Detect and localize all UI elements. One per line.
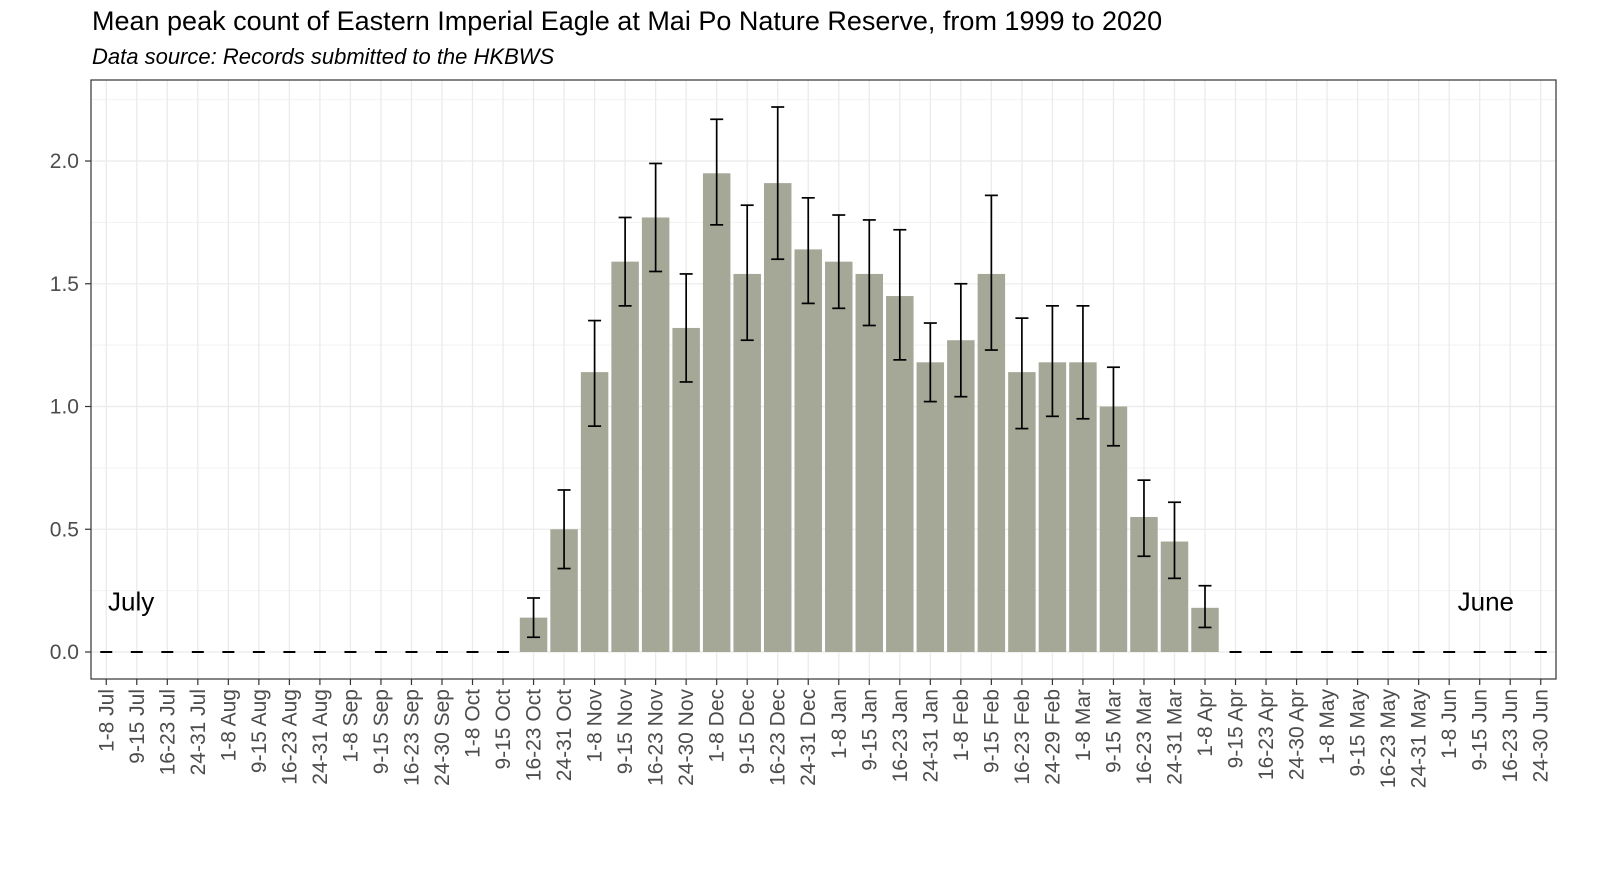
error-bar [740,204,754,342]
x-tick-label: 24-31 Mar [1163,689,1186,785]
x-tick-label: 9-15 Oct [492,689,515,770]
bar [825,261,853,652]
x-tick-label: 24-30 Sep [431,689,454,786]
x-tick-label: 16-23 Jul [156,689,179,775]
x-tick-label: 16-23 Oct [523,689,546,781]
x-tick-label: 24-31 Jul [187,689,210,775]
error-bar [1015,317,1029,430]
error-bar [984,194,998,351]
x-tick-label: 1-8 Mar [1072,689,1095,761]
x-tick-label: 24-30 Apr [1286,689,1309,780]
x-tick-label: 1-8 Feb [950,689,973,761]
x-tick-label: 9-15 Sep [370,689,393,774]
x-tick-label: 1-8 Oct [462,689,485,758]
error-bars [527,106,1212,639]
error-bar [771,106,785,261]
x-tick-label: 9-15 Feb [980,689,1003,773]
error-bar [1167,501,1181,580]
chart-subtitle: Data source: Records submitted to the HK… [92,44,555,69]
x-tick-label: 16-23 Sep [400,689,423,786]
x-tick-label: 1-8 Apr [1194,689,1217,757]
error-bar [679,273,693,383]
chart-title: Mean peak count of Eastern Imperial Eagl… [92,6,1163,36]
bar [641,217,670,652]
panel-border [90,79,1557,680]
x-tick-label: 16-23 May [1377,689,1400,789]
x-tick-label: 9-15 May [1347,689,1370,777]
bar [794,249,822,652]
x-tick-label: 1-8 Jul [95,689,118,752]
x-tick-label: 16-23 Nov [645,689,668,786]
error-bar [710,118,724,226]
x-tick-label: 9-15 Mar [1102,689,1125,773]
x-tick-label: 9-15 Jan [858,689,881,771]
y-tick-label: 2.0 [50,150,79,173]
x-axis: 1-8 Jul 9-15 Jul 16-23 Jul 24-31 Jul 1-8 Aug… [95,679,1553,789]
x-tick-label: 16-23 Mar [1133,689,1156,785]
x-tick-label: 16-23 Feb [1011,689,1034,785]
x-tick-label: 24-29 Feb [1041,689,1064,785]
minor-gridlines [91,80,1556,679]
error-bar [923,322,937,403]
annotation-june: June [1458,586,1514,616]
y-axis: 0.0 0.5 1.0 1.5 2.0 [50,150,91,664]
x-tick-label: 9-15 Jun [1469,689,1492,771]
plot-panel [91,80,1556,679]
x-tick-label: 9-15 Jul [126,689,149,764]
error-bar [527,597,541,639]
x-tick-label: 24-30 Jun [1530,689,1553,782]
x-tick-label: 16-23 Jun [1499,689,1522,782]
error-bar [1198,584,1212,629]
x-tick-label: 24-31 May [1408,689,1431,789]
error-bar [954,282,968,398]
x-tick-label: 24-31 Dec [797,689,820,786]
x-tick-label: 24-31 Aug [309,689,332,785]
error-bar [832,214,846,310]
x-tick-label: 9-15 Dec [736,689,759,774]
x-tick-label: 1-8 Sep [339,689,362,763]
error-bar [801,196,815,305]
x-tick-label: 1-8 Nov [584,689,607,763]
y-tick-label: 0.5 [50,518,79,541]
error-bar [1076,305,1090,420]
x-tick-label: 1-8 Jun [1438,689,1461,759]
error-bar [588,319,602,427]
bar [1099,406,1128,652]
x-tick-label: 16-23 Apr [1255,689,1278,780]
bar [611,261,639,652]
x-tick-label: 9-15 Nov [614,689,637,775]
bar [702,173,731,652]
y-tick-label: 0.0 [50,641,79,664]
x-tick-label: 1-8 May [1316,689,1339,765]
error-bar [649,162,663,273]
x-tick-label: 9-15 Apr [1225,689,1248,768]
x-tick-label: 16-23 Dec [767,689,790,786]
annotation-july: July [108,586,154,616]
y-tick-label: 1.5 [50,273,79,296]
x-tick-label: 16-23 Aug [278,689,301,785]
error-bar [893,228,907,361]
x-tick-label: 1-8 Aug [217,689,240,761]
error-bar [1137,479,1151,558]
error-bar [557,489,571,570]
x-tick-label: 1-8 Jan [828,689,851,759]
bar [763,183,792,652]
x-tick-label: 24-31 Jan [919,689,942,782]
x-tick-label: 24-30 Nov [675,689,698,786]
error-bar [862,219,876,327]
error-bar [618,216,632,307]
x-tick-label: 24-31 Oct [553,689,576,781]
error-bar [1045,305,1059,418]
x-tick-label: 1-8 Dec [706,689,729,763]
bar [855,273,884,652]
y-tick-label: 1.0 [50,396,79,419]
x-tick-label: 16-23 Jan [889,689,912,782]
x-tick-label: 9-15 Aug [248,689,271,773]
bar [916,362,945,652]
error-bar [1106,366,1120,447]
